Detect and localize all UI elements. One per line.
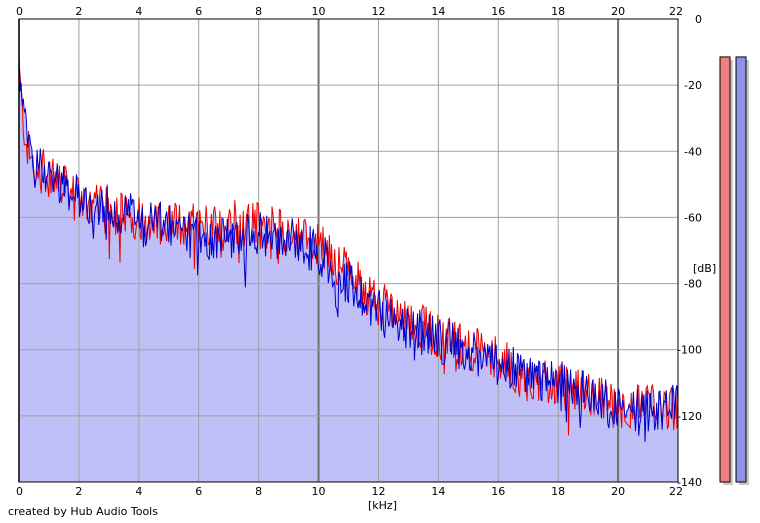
x-tick-label-top: 8 [255, 5, 262, 18]
series-lines [18, 52, 679, 443]
x-tick-label-bottom: 12 [371, 485, 385, 498]
y-axis-label: [dB] [693, 262, 716, 275]
x-tick-label-bottom: 22 [669, 485, 683, 498]
plot-frame [18, 18, 679, 483]
x-tick-label-top: 6 [195, 5, 202, 18]
y-tick-label: -140 [677, 476, 702, 489]
x-tick-label-top: 4 [135, 5, 142, 18]
series-line-red [18, 61, 679, 436]
y-tick-label: -60 [684, 211, 702, 224]
level-meter-right [735, 56, 747, 483]
x-tick-label-bottom: 10 [312, 485, 326, 498]
x-tick-label-bottom: 2 [75, 485, 82, 498]
x-tick-label-top: 20 [611, 5, 625, 18]
x-tick-label-top: 0 [16, 5, 23, 18]
y-tick-label: -80 [684, 278, 702, 291]
y-tick-label: -40 [684, 145, 702, 158]
x-tick-label-top: 2 [75, 5, 82, 18]
x-tick-label-bottom: 18 [551, 485, 565, 498]
x-tick-label-bottom: 0 [16, 485, 23, 498]
x-tick-labels-top: 0 2 4 6 8 10 12 14 16 18 20 22 [16, 5, 683, 18]
x-tick-label-bottom: 16 [491, 485, 505, 498]
x-tick-label-bottom: 14 [431, 485, 445, 498]
level-meter-left [719, 56, 731, 483]
y-tick-label: 0 [695, 13, 702, 26]
y-tick-label: -100 [677, 344, 702, 357]
x-tick-label-top: 16 [491, 5, 505, 18]
x-tick-labels-bottom: 0 2 4 6 8 10 12 14 16 18 20 22 [16, 485, 683, 498]
y-tick-labels: 0 -20 -40 -60 -80 -100 -120 -140 [677, 13, 702, 489]
x-tick-label-top: 18 [551, 5, 565, 18]
credit-footer: created by Hub Audio Tools [8, 505, 158, 518]
level-meters [719, 56, 749, 485]
x-tick-label-bottom: 4 [135, 485, 142, 498]
x-tick-label-bottom: 8 [255, 485, 262, 498]
x-tick-label-top: 14 [431, 5, 445, 18]
y-tick-label: -120 [677, 410, 702, 423]
series-line-blue [18, 52, 679, 443]
x-tick-label-top: 10 [312, 5, 326, 18]
x-axis-label: [kHz] [368, 499, 397, 512]
y-tick-label: -20 [684, 79, 702, 92]
x-tick-label-bottom: 6 [195, 485, 202, 498]
x-tick-label-top: 12 [371, 5, 385, 18]
x-tick-label-top: 22 [669, 5, 683, 18]
x-tick-label-bottom: 20 [611, 485, 625, 498]
